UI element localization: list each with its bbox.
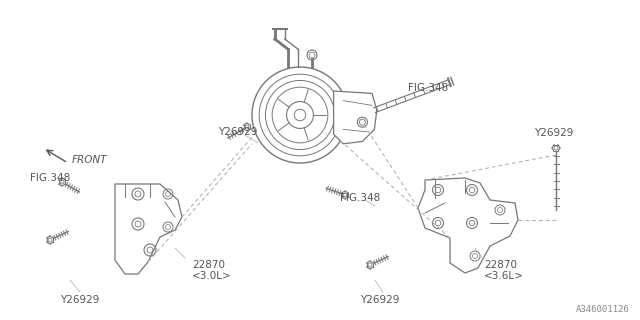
Text: <3.6L>: <3.6L> [484, 271, 524, 281]
Text: <3.0L>: <3.0L> [192, 271, 232, 281]
Text: 22870: 22870 [192, 260, 225, 270]
Text: FIG.348: FIG.348 [340, 193, 380, 203]
Text: FIG.348: FIG.348 [408, 83, 448, 93]
Text: Y26929: Y26929 [360, 295, 399, 305]
Polygon shape [418, 178, 518, 273]
Text: FRONT: FRONT [72, 155, 108, 165]
Text: 22870: 22870 [484, 260, 517, 270]
Polygon shape [115, 184, 182, 274]
Text: Y26929: Y26929 [60, 295, 99, 305]
Text: A346001126: A346001126 [576, 305, 630, 314]
Text: FIG.348: FIG.348 [30, 173, 70, 183]
Text: Y26929: Y26929 [218, 127, 257, 137]
Polygon shape [333, 91, 377, 144]
Text: Y26929: Y26929 [534, 128, 573, 138]
